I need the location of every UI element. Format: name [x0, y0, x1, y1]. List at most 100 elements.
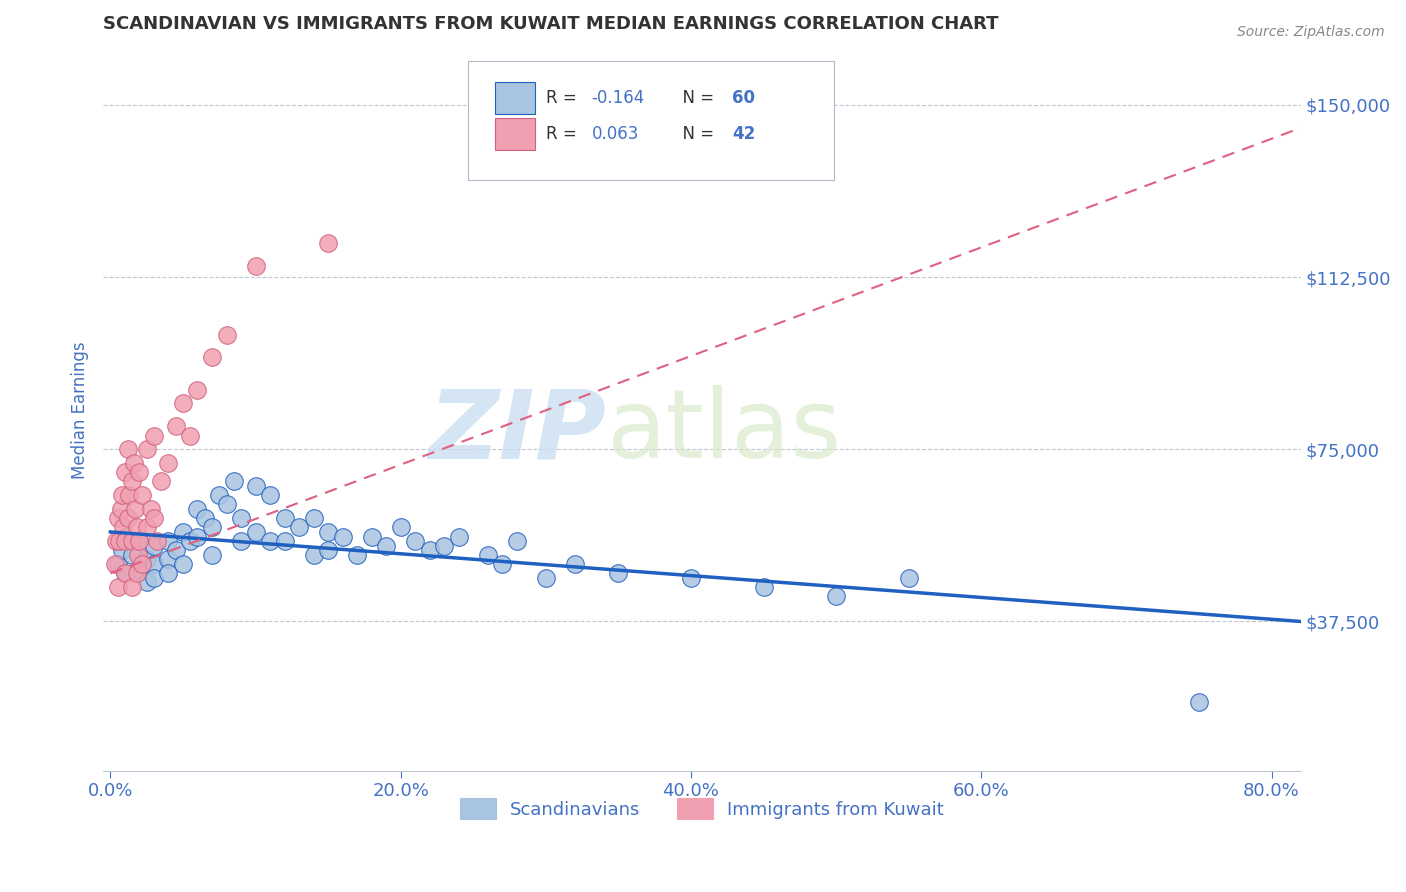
Text: R =: R = [546, 89, 582, 107]
Point [142, 557, 165, 571]
Point [107, 511, 129, 525]
Point [150, 475, 173, 489]
Point [245, 479, 267, 493]
FancyBboxPatch shape [495, 119, 536, 150]
Point [125, 520, 148, 534]
Point [110, 502, 132, 516]
Point [142, 428, 165, 442]
Point [107, 580, 129, 594]
Point [127, 548, 149, 562]
Point [114, 465, 136, 479]
Point [433, 539, 456, 553]
Y-axis label: Median Earnings: Median Earnings [72, 342, 89, 479]
Point [302, 511, 325, 525]
Point [117, 442, 139, 457]
Point [288, 520, 311, 534]
Point [564, 557, 586, 571]
Point [186, 383, 208, 397]
Point [1188, 695, 1211, 709]
Legend: Scandinavians, Immigrants from Kuwait: Scandinavians, Immigrants from Kuwait [453, 791, 952, 827]
Point [121, 475, 143, 489]
Text: atlas: atlas [606, 385, 841, 478]
Point [447, 529, 470, 543]
Point [897, 571, 920, 585]
Point [121, 580, 143, 594]
Point [117, 511, 139, 525]
Point [259, 534, 281, 549]
Point [139, 502, 162, 516]
Point [302, 548, 325, 562]
Point [114, 566, 136, 581]
Point [165, 543, 187, 558]
Text: N =: N = [672, 89, 720, 107]
Point [108, 534, 131, 549]
Point [477, 548, 499, 562]
Point [186, 502, 208, 516]
Point [114, 566, 136, 581]
Point [534, 571, 557, 585]
Point [222, 475, 245, 489]
Point [121, 548, 143, 562]
Point [172, 557, 194, 571]
Text: SCANDINAVIAN VS IMMIGRANTS FROM KUWAIT MEDIAN EARNINGS CORRELATION CHART: SCANDINAVIAN VS IMMIGRANTS FROM KUWAIT M… [103, 15, 998, 33]
Point [825, 589, 848, 603]
Point [179, 428, 201, 442]
Point [332, 529, 354, 543]
Point [157, 552, 180, 566]
Point [389, 520, 412, 534]
Point [375, 539, 398, 553]
Point [104, 557, 127, 571]
Point [128, 534, 150, 549]
Point [172, 524, 194, 539]
Point [229, 511, 252, 525]
Point [201, 548, 224, 562]
Point [165, 419, 187, 434]
Point [752, 580, 775, 594]
Point [135, 552, 157, 566]
Point [142, 511, 165, 525]
Point [112, 520, 135, 534]
Point [316, 524, 339, 539]
FancyBboxPatch shape [495, 82, 536, 114]
Text: ZIP: ZIP [429, 385, 606, 478]
Text: 42: 42 [731, 125, 755, 144]
Point [128, 465, 150, 479]
Point [316, 543, 339, 558]
Point [208, 488, 231, 502]
Point [135, 520, 157, 534]
Point [157, 534, 180, 549]
Point [316, 235, 339, 250]
Point [201, 520, 224, 534]
Point [215, 497, 238, 511]
Point [157, 456, 180, 470]
Point [131, 488, 153, 502]
Point [135, 442, 157, 457]
Point [111, 543, 134, 558]
Point [259, 488, 281, 502]
Point [146, 534, 169, 549]
Point [114, 529, 136, 543]
Text: N =: N = [672, 125, 720, 144]
Point [157, 566, 180, 581]
Point [131, 557, 153, 571]
Point [201, 351, 224, 365]
Point [107, 557, 129, 571]
Point [215, 327, 238, 342]
Point [229, 534, 252, 549]
Point [346, 548, 368, 562]
Point [105, 534, 128, 549]
Point [125, 566, 148, 581]
Point [194, 511, 217, 525]
Point [273, 511, 295, 525]
Point [419, 543, 441, 558]
Point [128, 562, 150, 576]
Text: 0.063: 0.063 [592, 125, 640, 144]
Point [142, 571, 165, 585]
Point [135, 575, 157, 590]
Point [121, 534, 143, 549]
Point [122, 456, 145, 470]
Point [186, 529, 208, 543]
Point [491, 557, 513, 571]
Text: R =: R = [546, 125, 588, 144]
Point [128, 534, 150, 549]
